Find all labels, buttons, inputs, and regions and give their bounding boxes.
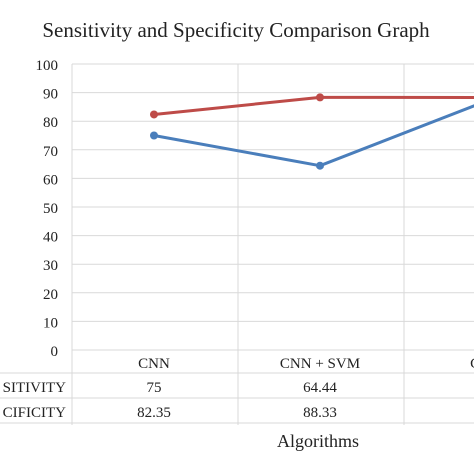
y-tick-label-50: 50 [43, 201, 58, 217]
y-tick-label-70: 70 [43, 144, 58, 160]
series-line-1 [153, 95, 474, 116]
series-lines [150, 93, 474, 170]
data-point-0-0 [150, 131, 158, 140]
data-point-1-0 [150, 110, 158, 119]
table-series-name-0: SITIVITY [3, 380, 66, 396]
data-point-1-1 [316, 93, 324, 102]
y-tick-label-20: 20 [43, 287, 58, 303]
y-tick-label-100: 100 [36, 58, 59, 74]
category-label-2: CNN [470, 356, 474, 372]
category-label-1: CNN + SVM [280, 356, 360, 372]
table-value-0-1: 64.44 [303, 380, 337, 396]
y-axis-ticks: 0 10 20 30 40 50 60 70 80 90 100 [36, 58, 59, 360]
x-axis-label: Algorithms [277, 431, 359, 451]
data-point-0-1 [316, 161, 324, 170]
y-tick-label-90: 90 [43, 87, 58, 103]
y-tick-label-40: 40 [43, 230, 58, 246]
gridlines [71, 63, 474, 425]
y-tick-label-10: 10 [43, 315, 58, 331]
table-value-1-1: 88.33 [303, 405, 337, 421]
table-value-0-0: 75 [147, 380, 162, 396]
y-tick-label-60: 60 [43, 172, 58, 188]
y-tick-label-30: 30 [43, 258, 58, 274]
table-series-name-1: CIFICITY [3, 405, 67, 421]
chart-title: Sensitivity and Specificity Comparison G… [42, 18, 430, 42]
category-label-0: CNN [138, 356, 170, 372]
y-tick-label-80: 80 [43, 115, 58, 131]
table-value-1-0: 82.35 [137, 405, 171, 421]
y-tick-label-0: 0 [51, 344, 59, 360]
